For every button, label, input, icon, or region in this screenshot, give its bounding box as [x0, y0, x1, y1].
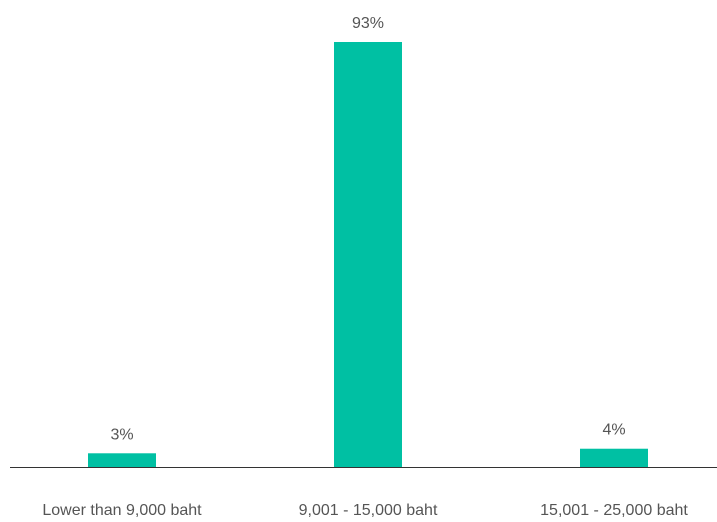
- bar-3: [580, 448, 648, 467]
- x-tick-label-3: 15,001 - 25,000 baht: [540, 502, 688, 519]
- bar-1: [88, 453, 156, 467]
- bars-group: [88, 42, 648, 467]
- data-label-3: 4%: [602, 422, 625, 439]
- data-label-2: 93%: [352, 15, 384, 32]
- data-label-1: 3%: [110, 426, 133, 443]
- x-tick-labels-group: Lower than 9,000 baht 9,001 - 15,000 baht…: [42, 502, 688, 519]
- data-labels-group: 3% 93% 4%: [110, 15, 625, 443]
- x-tick-label-1: Lower than 9,000 baht: [42, 502, 202, 519]
- bar-2: [334, 42, 402, 467]
- x-tick-label-2: 9,001 - 15,000 baht: [299, 502, 438, 519]
